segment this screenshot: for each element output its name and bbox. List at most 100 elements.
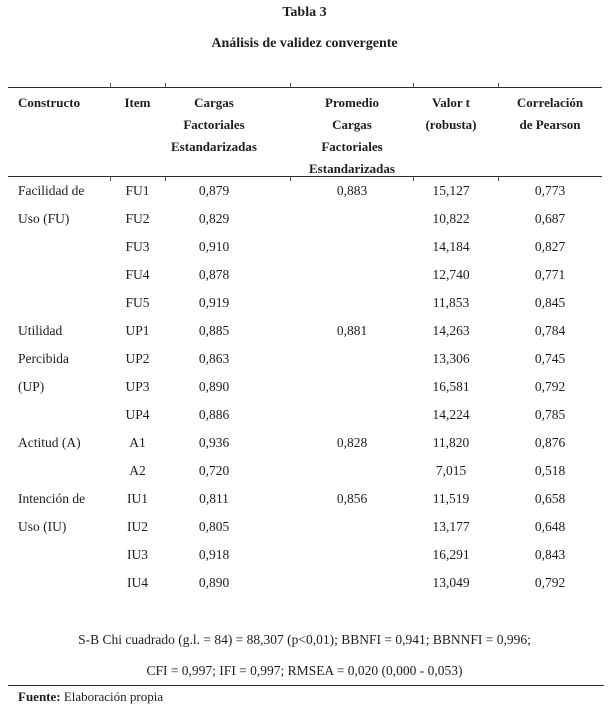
pearson-cell: 0,648 [534, 519, 566, 534]
rule-tick [110, 177, 111, 181]
cargas-cell: 0,936 [198, 435, 230, 450]
rule-tick [165, 83, 166, 87]
pearson-cell: 0,784 [534, 323, 566, 338]
valor-t-cell: 14,263 [432, 323, 470, 338]
pearson-cell: 0,785 [534, 407, 566, 422]
cargas-cell: 0,805 [198, 519, 230, 534]
cargas-cell: 0,829 [198, 211, 230, 226]
cargas-cell: 0,919 [198, 295, 230, 310]
table-row: A2 0,720 7,015 0,518 [8, 457, 602, 485]
constructo-cell: Uso (FU) [18, 211, 70, 226]
constructo-cell: Utilidad [18, 323, 63, 338]
constructo-cell: Percibida [18, 351, 69, 366]
header-constructo: Constructo [18, 95, 81, 110]
valor-t-cell: 14,184 [432, 239, 470, 254]
header-pearson: Correlación de Pearson [496, 92, 604, 136]
header-promedio: Promedio Cargas Factoriales Estandarizad… [298, 92, 406, 180]
table-subtitle: Análisis de validez convergente [211, 36, 398, 51]
constructo-cell: Uso (IU) [18, 519, 67, 534]
item-cell: FU3 [125, 239, 150, 254]
valor-t-cell: 13,177 [432, 519, 470, 534]
valor-t-cell: 13,049 [432, 575, 470, 590]
item-cell: IU2 [127, 519, 148, 534]
table-row: Intención de IU1 0,811 0,856 11,519 0,65… [8, 485, 602, 513]
table-row: Utilidad UP1 0,885 0,881 14,263 0,784 [8, 317, 602, 345]
header-line: de Pearson [519, 117, 581, 132]
rule-tick [290, 177, 291, 181]
header-line: Cargas [194, 95, 234, 110]
valor-t-cell: 10,822 [432, 211, 470, 226]
source-label: Fuente: [18, 689, 61, 704]
rule-tick [110, 83, 111, 87]
valor-t-cell: 11,519 [432, 491, 470, 506]
item-cell: FU1 [125, 183, 150, 198]
promedio-cell: 0,828 [336, 435, 368, 450]
item-cell: UP3 [125, 379, 150, 394]
item-cell: FU4 [125, 267, 150, 282]
table-row: FU5 0,919 11,853 0,845 [8, 289, 602, 317]
header-line: Factoriales [321, 139, 383, 154]
source-text: Elaboración propia [60, 689, 164, 704]
table-body: Facilidad de FU1 0,879 0,883 15,127 0,77… [8, 177, 602, 597]
item-cell: FU5 [125, 295, 150, 310]
pearson-cell: 0,792 [534, 575, 566, 590]
cargas-cell: 0,890 [198, 575, 230, 590]
table-row: Uso (FU) FU2 0,829 10,822 0,687 [8, 205, 602, 233]
cargas-cell: 0,720 [198, 463, 230, 478]
header-line: Factoriales [183, 117, 245, 132]
cargas-cell: 0,863 [198, 351, 230, 366]
rule-tick [413, 177, 414, 181]
valor-t-cell: 15,127 [432, 183, 470, 198]
header-line: Estandarizadas [171, 139, 257, 154]
pearson-cell: 0,687 [534, 211, 566, 226]
cargas-cell: 0,879 [198, 183, 230, 198]
table-row: IU3 0,918 16,291 0,843 [8, 541, 602, 569]
cargas-cell: 0,886 [198, 407, 230, 422]
rule-tick [498, 177, 499, 181]
item-cell: A1 [129, 435, 146, 450]
constructo-cell: (UP) [18, 379, 45, 394]
item-cell: A2 [129, 463, 146, 478]
valor-t-cell: 14,224 [432, 407, 470, 422]
table-row: Facilidad de FU1 0,879 0,883 15,127 0,77… [8, 177, 602, 205]
table-row: Uso (IU) IU2 0,805 13,177 0,648 [8, 513, 602, 541]
pearson-cell: 0,658 [534, 491, 566, 506]
table-row: IU4 0,890 13,049 0,792 [8, 569, 602, 597]
pearson-cell: 0,518 [534, 463, 566, 478]
header-line: Correlación [516, 95, 584, 110]
constructo-cell: Intención de [18, 491, 86, 506]
valor-t-cell: 16,291 [432, 547, 470, 562]
rule-tick [165, 177, 166, 181]
valor-t-cell: 11,853 [432, 295, 470, 310]
item-cell: IU3 [127, 547, 148, 562]
header-valor-t: Valor t (robusta) [397, 92, 505, 136]
header-line: Valor t [432, 95, 470, 110]
table-row: (UP) UP3 0,890 16,581 0,792 [8, 373, 602, 401]
pearson-cell: 0,876 [534, 435, 566, 450]
cargas-cell: 0,885 [198, 323, 230, 338]
header-line: Estandarizadas [309, 161, 395, 176]
cargas-cell: 0,811 [199, 491, 229, 506]
table-number-title: Tabla 3 [282, 5, 327, 20]
fit-statistics-line2: CFI = 0,997; IFI = 0,997; RMSEA = 0,020 … [146, 663, 463, 678]
promedio-cell: 0,881 [336, 323, 368, 338]
header-line: (robusta) [425, 117, 477, 132]
fit-statistics-line1: S-B Chi cuadrado (g.l. = 84) = 88,307 (p… [78, 632, 531, 647]
convergent-validity-table: Constructo Item Cargas Factoriales Estan… [8, 83, 604, 597]
header-item: Item [124, 95, 151, 110]
rule-tick [290, 83, 291, 87]
header-line: Cargas [332, 117, 372, 132]
pearson-cell: 0,827 [534, 239, 566, 254]
table-row: FU4 0,878 12,740 0,771 [8, 261, 602, 289]
rule-tick [498, 83, 499, 87]
pearson-cell: 0,773 [534, 183, 566, 198]
pearson-cell: 0,745 [534, 351, 566, 366]
source-note: Fuente: Elaboración propia [18, 688, 163, 705]
item-cell: IU1 [127, 491, 148, 506]
valor-t-cell: 13,306 [432, 351, 470, 366]
cargas-cell: 0,918 [198, 547, 230, 562]
item-cell: UP4 [125, 407, 150, 422]
table-row: FU3 0,910 14,184 0,827 [8, 233, 602, 261]
item-cell: UP1 [125, 323, 150, 338]
